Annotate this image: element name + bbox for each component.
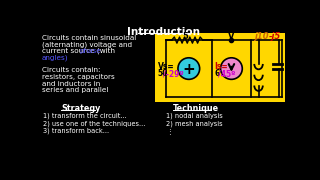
Text: phase: phase [79, 48, 101, 54]
Text: current source (with: current source (with [42, 48, 117, 54]
Text: ⋮: ⋮ [166, 128, 173, 134]
Text: 2) mesh analysis: 2) mesh analysis [166, 120, 223, 127]
Text: 1) nodal analysis: 1) nodal analysis [166, 112, 223, 119]
Text: 2) use one of the techniques...: 2) use one of the techniques... [43, 120, 146, 127]
Circle shape [178, 58, 200, 79]
Text: Circuits contain sinusoidal: Circuits contain sinusoidal [42, 35, 136, 41]
Text: j10: j10 [254, 32, 268, 41]
Circle shape [220, 58, 242, 79]
Text: /45º: /45º [218, 69, 236, 78]
Text: angles): angles) [42, 54, 68, 61]
Text: 3) transform back...: 3) transform back... [43, 128, 109, 134]
Text: Technique: Technique [173, 104, 220, 113]
Text: Is=: Is= [214, 62, 228, 71]
Text: Strategy: Strategy [62, 104, 101, 113]
Text: +: + [182, 62, 195, 77]
Text: (alternating) voltage and: (alternating) voltage and [42, 41, 132, 48]
Text: and inductors in: and inductors in [42, 80, 100, 87]
Text: -j5: -j5 [268, 32, 281, 41]
Text: 6: 6 [214, 69, 220, 78]
Text: Vs=: Vs= [158, 62, 174, 71]
Text: Introduction: Introduction [127, 27, 201, 37]
Text: 5: 5 [183, 32, 188, 41]
Text: /-29º: /-29º [163, 69, 184, 78]
Text: Circuits contain:: Circuits contain: [42, 68, 100, 73]
Text: V: V [228, 32, 235, 41]
Bar [155, 33, 285, 102]
Text: series and parallel: series and parallel [42, 87, 108, 93]
Text: 1) transform the circuit...: 1) transform the circuit... [43, 112, 127, 119]
Text: 50: 50 [158, 69, 168, 78]
Text: resistors, capacitors: resistors, capacitors [42, 74, 114, 80]
